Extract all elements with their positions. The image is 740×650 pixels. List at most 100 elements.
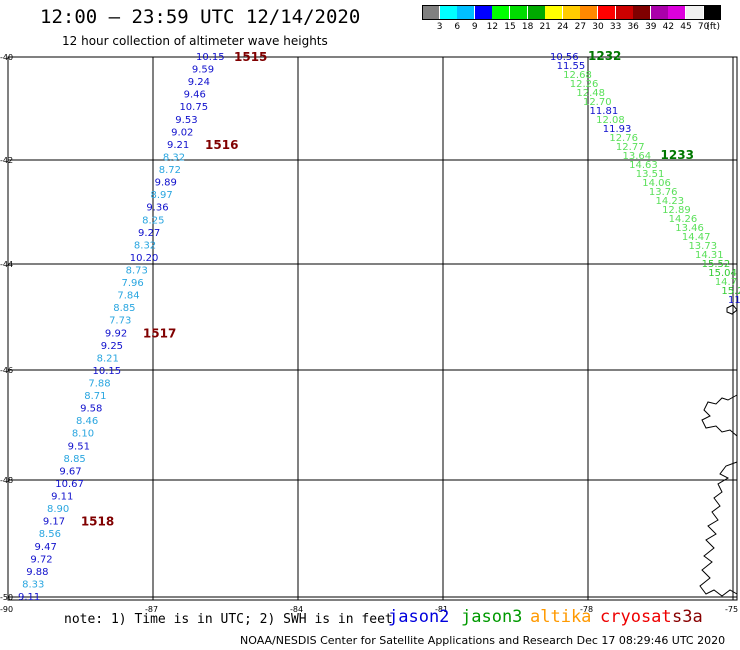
wave-height-label: 13.73 xyxy=(688,241,717,252)
colorbar-swatch xyxy=(615,5,633,19)
wave-height-label: 9.02 xyxy=(171,127,193,138)
wave-height-label: 13.46 xyxy=(675,223,704,234)
wave-height-label: 9.53 xyxy=(175,115,197,126)
wave-height-label: 9.72 xyxy=(30,554,52,565)
satellite-legend-s3a: s3a xyxy=(672,607,703,627)
lon-label: -81 xyxy=(435,605,448,614)
wave-height-label: 8.21 xyxy=(97,353,119,364)
colorbar-tick-label: 42 xyxy=(662,22,675,32)
wave-height-label: 9.11 xyxy=(51,492,73,503)
wave-height-label: 10.56 xyxy=(550,52,579,63)
lon-label: -78 xyxy=(580,605,593,614)
wave-height-label: 10.20 xyxy=(130,253,159,264)
colorbar-swatch xyxy=(422,5,439,19)
colorbar-tick-label: 70 xyxy=(697,22,710,32)
wave-height-label: 8.85 xyxy=(113,303,135,314)
wave-height-label: 8.97 xyxy=(150,190,172,201)
colorbar-tick-label: 12 xyxy=(486,22,499,32)
wave-height-label: 10.75 xyxy=(179,102,208,113)
colorbar-swatch xyxy=(474,5,492,19)
wave-height-label: 9.24 xyxy=(188,77,210,88)
wave-height-label: 9.89 xyxy=(155,178,177,189)
wave-height-label: 12.77 xyxy=(616,142,645,153)
coastline xyxy=(699,394,738,597)
wave-height-label: 9.59 xyxy=(192,65,214,76)
lat-label: -44 xyxy=(0,260,13,269)
wave-height-label: 12.48 xyxy=(576,88,605,99)
lon-label: -90 xyxy=(0,605,13,614)
wave-height-label: 12.26 xyxy=(570,79,599,90)
colorbar-swatch xyxy=(686,5,703,19)
island-outline xyxy=(726,304,738,315)
pass-time-label: 1232 xyxy=(588,49,621,63)
wave-height-label: 12.68 xyxy=(563,70,592,81)
wave-height-label: 13.51 xyxy=(636,169,665,180)
wave-height-label: 11.7 xyxy=(728,295,740,306)
colorbar-tick-label: 15 xyxy=(504,22,516,32)
colorbar-swatch xyxy=(457,5,475,19)
colorbar-tick-label: 6 xyxy=(454,22,461,32)
wave-height-label: 9.58 xyxy=(80,404,102,415)
wave-height-label: 9.47 xyxy=(35,542,57,553)
colorbar-tick-label: 33 xyxy=(609,22,622,32)
wave-height-label: 8.85 xyxy=(64,454,86,465)
wave-height-label: 12.76 xyxy=(609,133,638,144)
wave-height-label: 13.76 xyxy=(649,187,678,198)
colorbar-outline xyxy=(422,5,722,20)
pass-time-label: 1233 xyxy=(661,148,694,162)
wave-height-label: 9.36 xyxy=(146,203,168,214)
colorbar-swatch xyxy=(650,5,668,19)
wave-height-label: 14.26 xyxy=(669,214,698,225)
wave-height-label: 11.81 xyxy=(590,106,619,117)
wave-height-label: 9.67 xyxy=(59,466,81,477)
colorbar-swatch xyxy=(598,5,615,19)
wave-height-label: 9.51 xyxy=(68,441,90,452)
wave-height-label: 7.88 xyxy=(88,379,110,390)
wave-height-label: 11.93 xyxy=(603,124,632,135)
colorbar-swatch xyxy=(703,5,721,19)
wave-height-label: 8.33 xyxy=(22,579,44,590)
wave-height-label: 15.52 xyxy=(702,259,731,270)
pass-time-label: 1518 xyxy=(81,515,114,529)
wave-height-label: 9.21 xyxy=(167,140,189,151)
wave-height-label: 9.27 xyxy=(138,228,160,239)
wave-height-label: 14.47 xyxy=(682,232,711,243)
colorbar-tick-label: 18 xyxy=(521,22,534,32)
wave-height-label: 7.84 xyxy=(117,291,139,302)
satellite-legend-altika: altika xyxy=(530,607,592,627)
lat-label: -46 xyxy=(0,366,13,375)
colorbar-tick-label: 21 xyxy=(539,22,551,32)
colorbar-swatch xyxy=(668,5,686,19)
colorbar-tick-label: 27 xyxy=(574,22,587,32)
colorbar-swatch xyxy=(580,5,598,19)
credit-text: NOAA/NESDIS Center for Satellite Applica… xyxy=(240,634,726,647)
wave-height-label: 8.73 xyxy=(126,265,148,276)
wave-height-label: 14.23 xyxy=(655,196,684,207)
colorbar-swatch xyxy=(527,5,545,19)
wave-height-label: 8.32 xyxy=(163,152,185,163)
colorbar-tick-label: 30 xyxy=(592,22,604,32)
wave-height-label: 8.56 xyxy=(39,529,61,540)
colorbar-swatch xyxy=(545,5,563,19)
wave-height-label: 9.46 xyxy=(184,90,206,101)
wave-height-label: 8.90 xyxy=(47,504,69,515)
wave-height-label: 8.10 xyxy=(72,429,94,440)
map-frame xyxy=(7,56,738,601)
wave-height-label: 10.67 xyxy=(55,479,84,490)
colorbar-tick-label: 3 xyxy=(436,22,443,32)
wave-height-label: 12.70 xyxy=(583,97,612,108)
colorbar-swatch xyxy=(633,5,651,19)
wave-height-label: 9.25 xyxy=(101,341,123,352)
satellite-legend-cryosat: cryosat xyxy=(600,607,672,627)
lon-label: -87 xyxy=(145,605,158,614)
wave-height-label: 9.88 xyxy=(26,567,48,578)
satellite-legend-jason2: jason2 xyxy=(388,607,450,627)
lat-label: -50 xyxy=(0,593,13,602)
lat-label: -42 xyxy=(0,156,13,165)
wave-height-label: 11.55 xyxy=(557,61,586,72)
wave-height-label: 12.08 xyxy=(596,115,625,126)
wave-height-label: 14.31 xyxy=(695,250,724,261)
colorbar-swatch xyxy=(439,5,457,19)
colorbar-swatch xyxy=(510,5,527,19)
